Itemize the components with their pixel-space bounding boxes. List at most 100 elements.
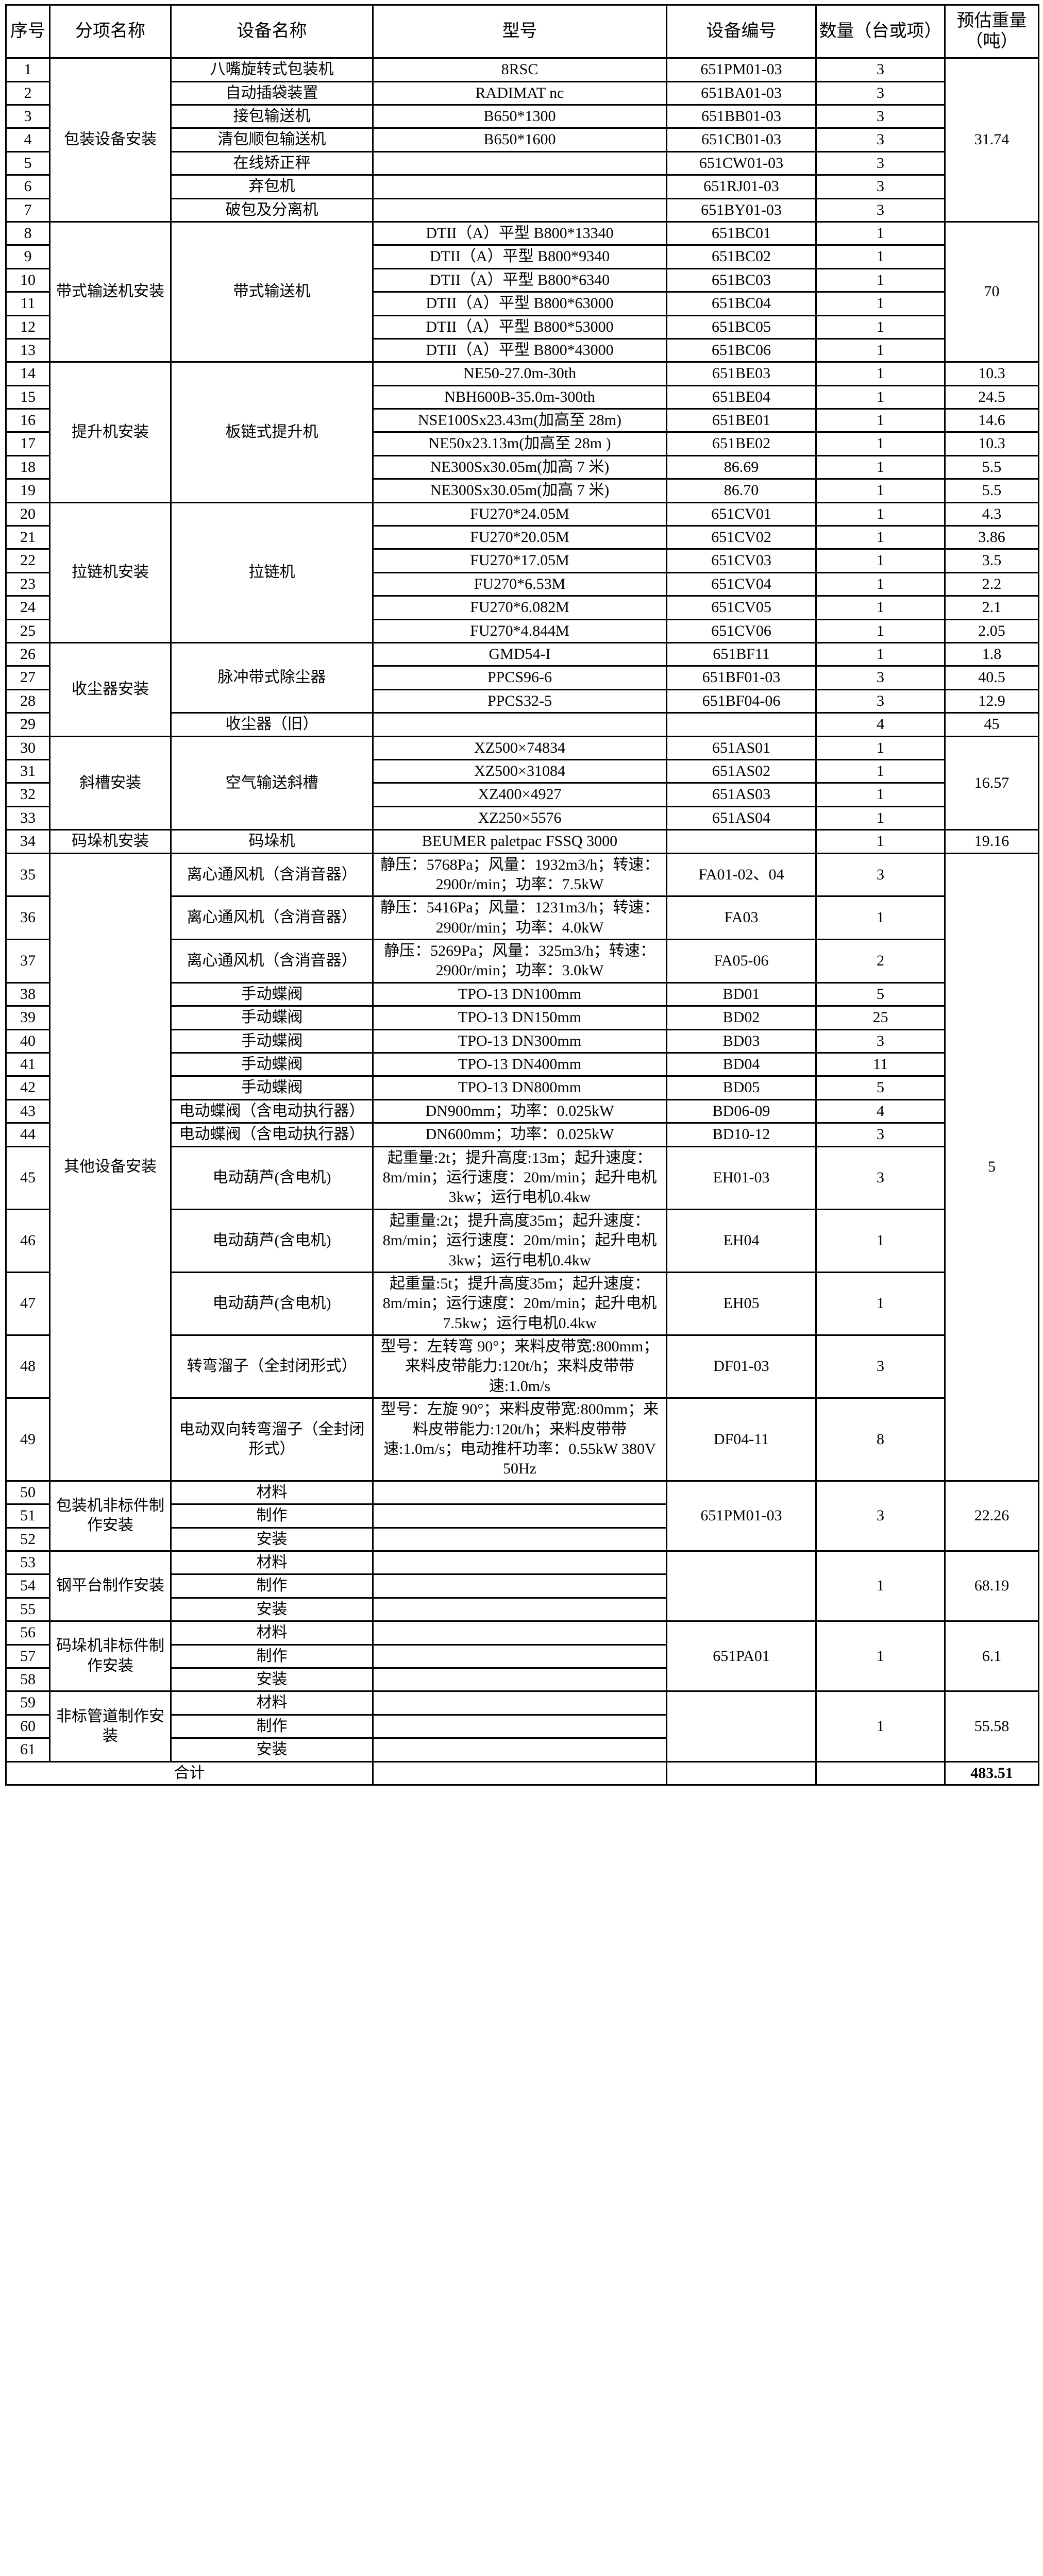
cell-sequence-number: 11	[5, 291, 51, 316]
cell-model: DN900mm；功率：0.025kW	[372, 1098, 667, 1124]
table-row: 30 斜槽安装 空气输送斜槽 XZ500×74834 651AS01 1 16.57	[5, 735, 1039, 831]
cell-quantity: 1	[815, 571, 946, 597]
total-weight-value: 483.51	[944, 1760, 1039, 1786]
table-row: 2 自动插袋装置 RADIMAT nc 651BA01-03 3	[5, 80, 1039, 106]
cell-model: BEUMER paletpac FSSQ 3000	[372, 829, 667, 854]
table-row: 49 电动双向转弯溜子（全封闭形式） 型号：左旋 90°；来料皮带宽:800mm；来…	[5, 1397, 1039, 1482]
table-row: 44 电动蝶阀（含电动执行器） DN600mm；功率：0.025kW BD10-12 3	[5, 1122, 1039, 1147]
cell-sequence-number: 23	[5, 571, 51, 597]
cell-equipment-code: FA01-02、04	[666, 852, 817, 897]
cell-equipment-name: 手动蝶阀	[170, 981, 374, 1007]
cell-equipment-code: 651BC02	[666, 244, 817, 269]
cell-estimated-weight: 68.19	[944, 1550, 1039, 1622]
cell-estimated-weight: 45	[944, 712, 1039, 737]
cell-equipment-code: 651RJ01-03	[666, 174, 817, 199]
table-row: 5 在线矫正秤 651CW01-03 3	[5, 150, 1039, 176]
cell-model: XZ500×31084	[372, 758, 667, 784]
cell-equipment-name: 电动葫芦(含电机)	[170, 1145, 374, 1210]
cell-model: NE50x23.13m(加高至 28m )	[372, 431, 667, 456]
cell-category-name: 非标管道制作安装	[49, 1690, 172, 1762]
total-model-blank	[372, 1760, 667, 1786]
cell-quantity: 1	[815, 221, 946, 246]
table-row: 26 收尘器安装 脉冲带式除尘器 GMD54-I 651BF11 1 1.8	[5, 641, 1039, 737]
cell-sequence-number: 31	[5, 758, 51, 784]
table-row: 25 FU270*4.844M 651CV06 1 2.05	[5, 618, 1039, 643]
cell-equipment-code: 651BB01-03	[666, 104, 817, 129]
cell-sequence-number: 36	[5, 895, 51, 941]
cell-model: 起重量:2t；提升高度35m；起升速度：8m/min；运行速度：20m/min；…	[372, 1208, 667, 1273]
cell-sequence-number: 39	[5, 1005, 51, 1030]
cell-estimated-weight: 5.5	[944, 454, 1039, 480]
cell-model	[372, 1667, 667, 1692]
cell-sequence-number: 16	[5, 408, 51, 433]
cell-sequence-number: 14	[5, 361, 51, 386]
cell-equipment-name: 手动蝶阀	[170, 1075, 374, 1100]
cell-sequence-number: 51	[5, 1503, 51, 1529]
cell-equipment-code: 651AS02	[666, 758, 817, 784]
cell-estimated-weight: 10.3	[944, 431, 1039, 456]
cell-equipment-name: 码垛机	[170, 829, 374, 854]
cell-estimated-weight: 2.05	[944, 618, 1039, 643]
cell-equipment-code: BD04	[666, 1052, 817, 1077]
table-row: 12 DTII（A）平型 B800*53000 651BC05 1	[5, 314, 1039, 340]
cell-equipment-name: 制作	[170, 1643, 374, 1669]
cell-equipment-code: 651BF04-06	[666, 688, 817, 714]
cell-equipment-code: 86.70	[666, 478, 817, 503]
cell-equipment-name: 材料	[170, 1480, 374, 1505]
table-row: 11 DTII（A）平型 B800*63000 651BC04 1	[5, 291, 1039, 316]
cell-sequence-number: 58	[5, 1667, 51, 1692]
cell-quantity: 4	[815, 712, 946, 737]
cell-sequence-number: 17	[5, 431, 51, 456]
cell-equipment-name: 电动蝶阀（含电动执行器）	[170, 1098, 374, 1124]
cell-sequence-number: 20	[5, 501, 51, 527]
cell-sequence-number: 60	[5, 1714, 51, 1739]
cell-quantity: 3	[815, 688, 946, 714]
cell-equipment-name: 板链式提升机	[170, 361, 374, 503]
cell-model: NE300Sx30.05m(加高 7 米)	[372, 478, 667, 503]
cell-sequence-number: 18	[5, 454, 51, 480]
cell-quantity: 3	[815, 1480, 946, 1552]
cell-model: RADIMAT nc	[372, 80, 667, 106]
cell-quantity: 1	[815, 735, 946, 760]
cell-sequence-number: 26	[5, 641, 51, 667]
cell-quantity: 1	[815, 595, 946, 620]
cell-quantity: 8	[815, 1397, 946, 1482]
cell-equipment-name: 弃包机	[170, 174, 374, 199]
cell-quantity: 1	[815, 1550, 946, 1622]
cell-sequence-number: 56	[5, 1620, 51, 1646]
cell-equipment-name: 安装	[170, 1667, 374, 1692]
cell-equipment-code: BD03	[666, 1028, 817, 1054]
cell-quantity: 1	[815, 548, 946, 573]
table-row: 4 清包顺包输送机 B650*1600 651CB01-03 3	[5, 127, 1039, 152]
table-row: 14 提升机安装 板链式提升机 NE50-27.0m-30th 651BE03 1 10.3	[5, 361, 1039, 503]
cell-model: FU270*17.05M	[372, 548, 667, 573]
cell-sequence-number: 50	[5, 1480, 51, 1505]
header-equipment-code: 设备编号	[666, 4, 817, 59]
cell-sequence-number: 9	[5, 244, 51, 269]
table-row: 32 XZ400×4927 651AS03 1	[5, 782, 1039, 807]
cell-sequence-number: 43	[5, 1098, 51, 1124]
table-row: 42 手动蝶阀 TPO-13 DN800mm BD05 5	[5, 1075, 1039, 1100]
table-row: 31 XZ500×31084 651AS02 1	[5, 758, 1039, 784]
table-row: 36 离心通风机（含消音器） 静压：5416Pa；风量：1231m3/h；转速：29…	[5, 895, 1039, 941]
total-row: 合计 483.51	[5, 1760, 1039, 1786]
table-row: 39 手动蝶阀 TPO-13 DN150mm BD02 25	[5, 1005, 1039, 1030]
cell-sequence-number: 13	[5, 337, 51, 363]
cell-sequence-number: 8	[5, 221, 51, 246]
cell-model: 静压：5416Pa；风量：1231m3/h；转速：2900r/min；功率：4.…	[372, 895, 667, 941]
cell-quantity: 1	[815, 782, 946, 807]
cell-category-name: 收尘器安装	[49, 641, 172, 737]
cell-model	[372, 1550, 667, 1575]
cell-estimated-weight: 14.6	[944, 408, 1039, 433]
total-code-blank	[666, 1760, 817, 1786]
cell-model: PPCS96-6	[372, 665, 667, 690]
header-equipment-name: 设备名称	[170, 4, 374, 59]
cell-quantity: 1	[815, 805, 946, 831]
cell-model: NSE100Sx23.43m(加高至 28m)	[372, 408, 667, 433]
cell-equipment-code: 651BC06	[666, 337, 817, 363]
cell-equipment-code: 651CV06	[666, 618, 817, 643]
cell-sequence-number: 7	[5, 197, 51, 223]
cell-model: XZ500×74834	[372, 735, 667, 760]
cell-quantity: 1	[815, 641, 946, 667]
cell-model: XZ400×4927	[372, 782, 667, 807]
